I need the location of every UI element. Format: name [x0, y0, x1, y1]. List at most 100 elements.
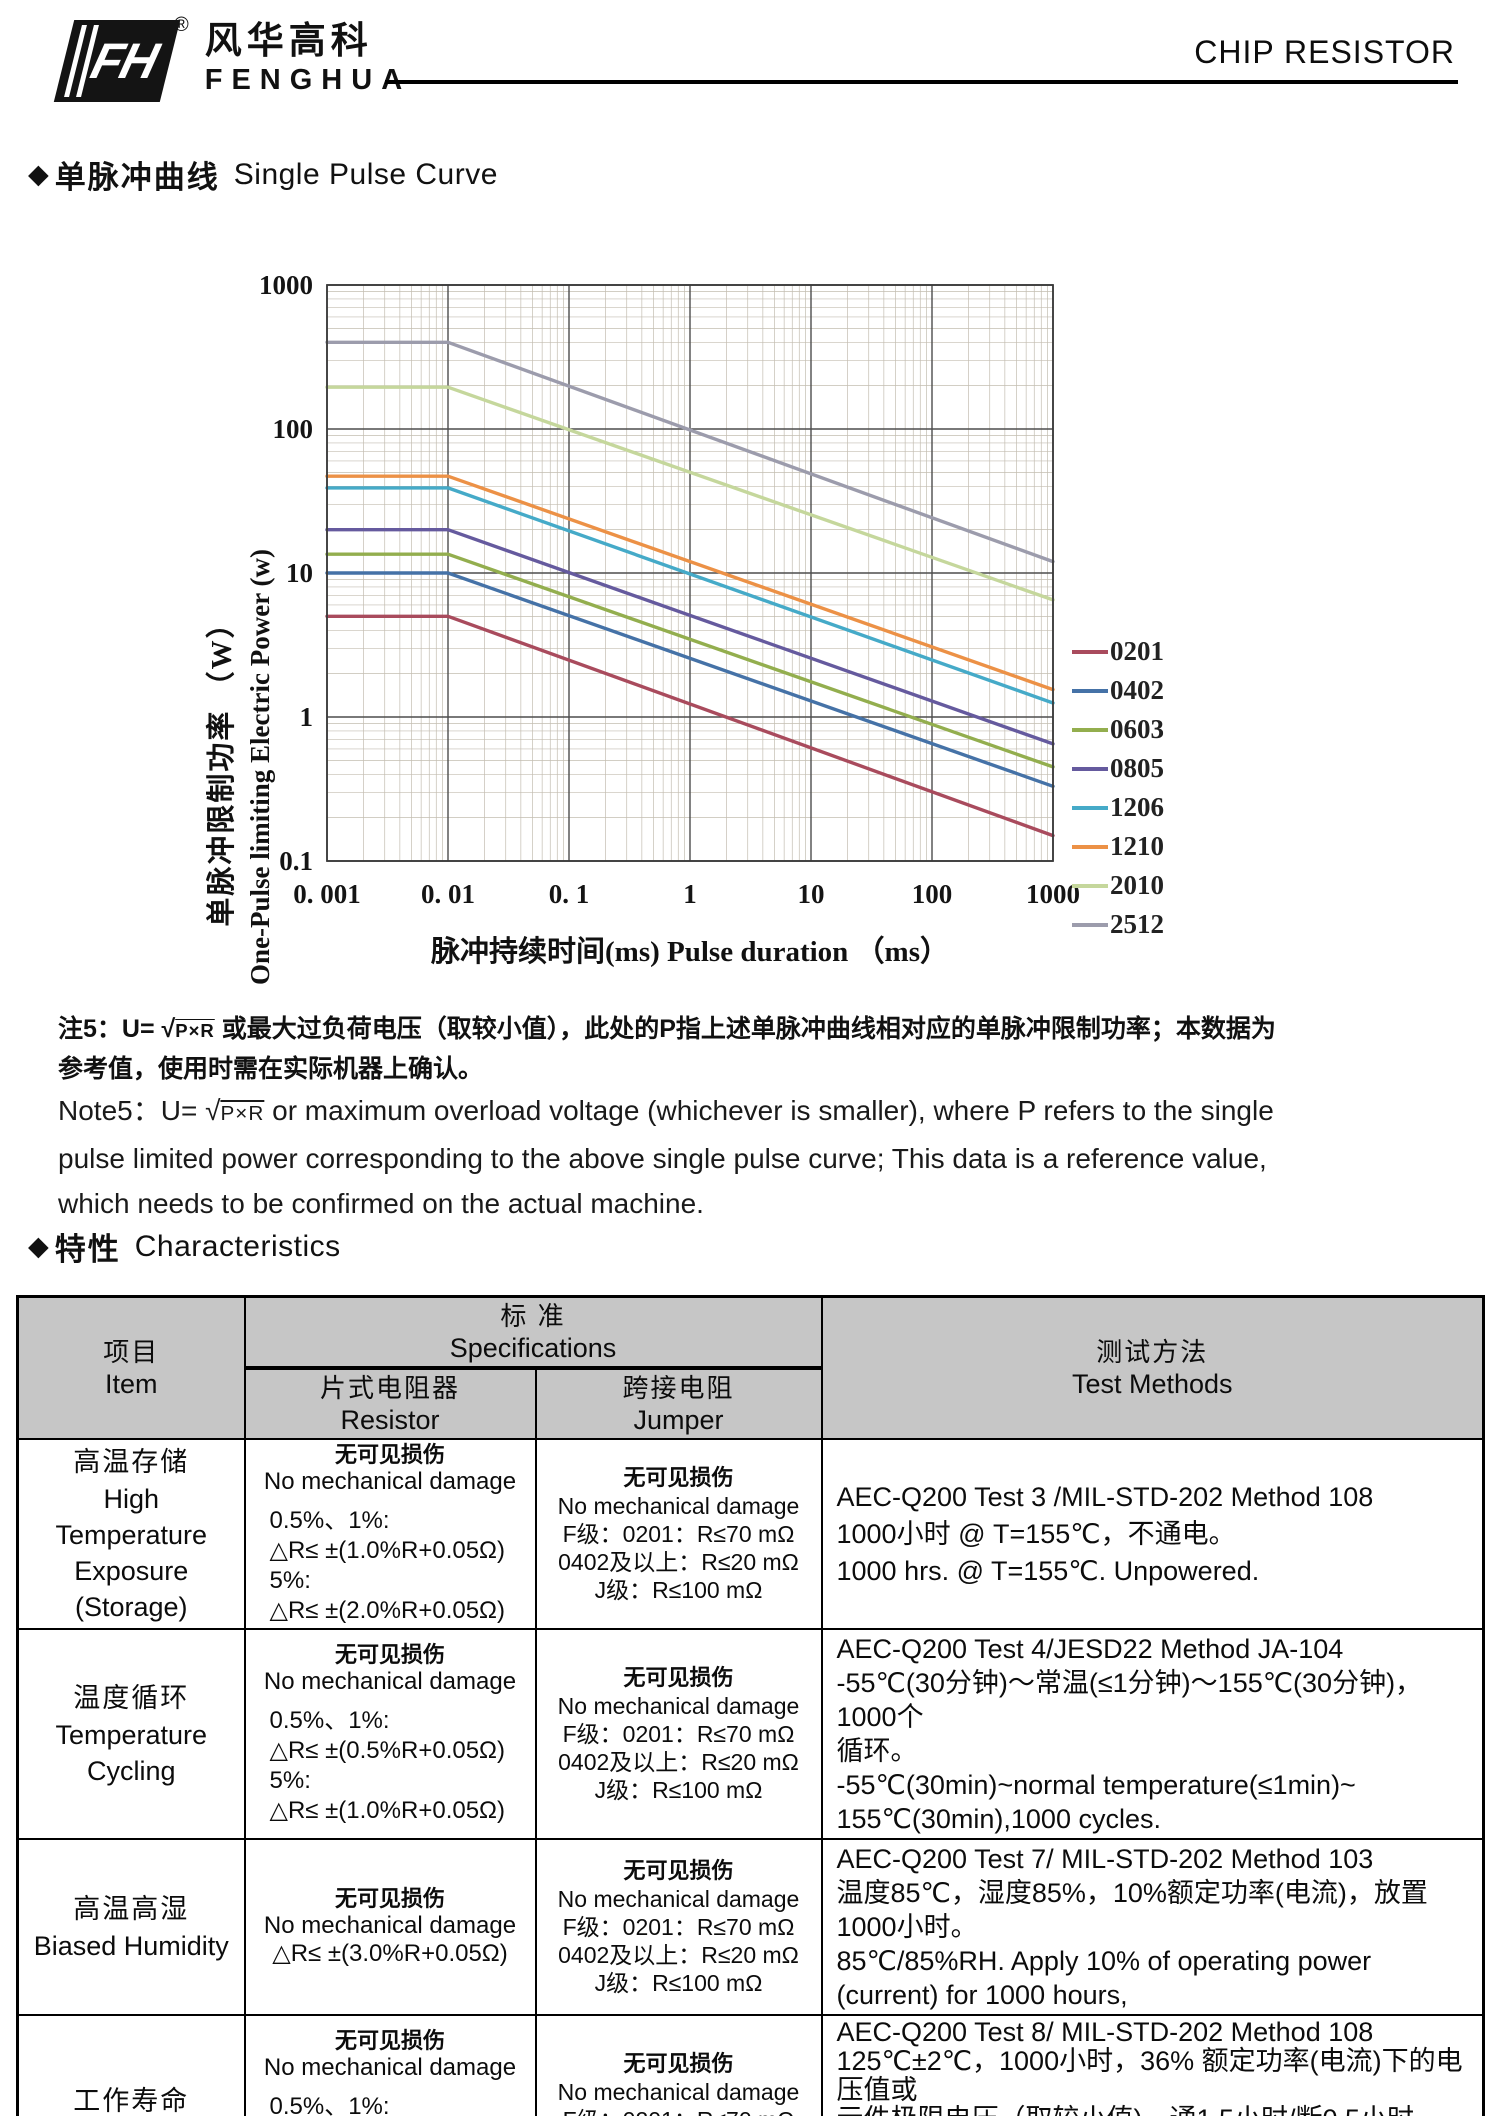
series-line-0402 [325, 571, 1055, 788]
y-axis-title-cn: 单脉冲限制功率 （W） [206, 607, 238, 927]
legend-swatch-icon [1072, 727, 1108, 732]
test-method-line: 循环。 [836, 1736, 918, 1766]
jumper-spec-line: J级：R≤100 mΩ [594, 1970, 763, 1996]
legend-label: 1210 [1110, 831, 1164, 861]
test-methods-cell: AEC-Q200 Test 4/JESD22 Method JA-104 -55℃… [820, 1628, 1485, 1840]
series-line-0603 [325, 552, 1055, 769]
legend-label: 0603 [1110, 714, 1164, 744]
legend-swatch-icon [1072, 922, 1108, 927]
legend-item-2010: 2010 [1072, 866, 1164, 905]
spec-line: No mechanical damage [263, 1668, 517, 1695]
resistor-spec-head: 无可见损伤 No mechanical damage [252, 1642, 529, 1696]
y-tick-label: 1 [300, 702, 314, 732]
test-method-line: 125℃±2℃，1000小时，36% 额定功率(电流)下的电压值或 [836, 2046, 1463, 2105]
diamond-bullet-icon: ◆ [28, 159, 49, 189]
test-method-line: AEC-Q200 Test 7/ MIL-STD-202 Method 103 [836, 1844, 1374, 1874]
test-method-line: -55℃(30min)~normal temperature(≤1min)~ [836, 1770, 1356, 1800]
fenghua-logo-mark-icon: FH [53, 20, 181, 102]
jumper-spec-line: F级：0201：R≤70 mΩ [543, 2106, 815, 2116]
section-heading-single-pulse-curve: ◆ 单脉冲曲线 Single Pulse Curve [28, 152, 498, 197]
note5-en-line3: which needs to be confirmed on the actua… [58, 1188, 704, 1219]
spec-line: △R≤ ±(3.0%R+0.05Ω) [272, 1940, 508, 1967]
test-method-line: 85℃/85%RH. Apply 10% of operating power [836, 1946, 1372, 1976]
test-method-line: 1000 hrs. @ T=155℃. Unpowered. [836, 1555, 1260, 1586]
note5-cn-prefix: 注5：U= [58, 1015, 162, 1043]
spec-line: △R≤ ±(1.0%R+0.05Ω) [269, 1537, 506, 1564]
section1-title-cn: 单脉冲曲线 [54, 160, 220, 195]
y-axis-title-en: One-Pulse limiting Electric Power (w) [245, 549, 275, 985]
test-method-line: 温度85℃，湿度85%，10%额定功率(电流)，放置1000小时。 [836, 1878, 1428, 1942]
legend-label: 2512 [1110, 909, 1164, 939]
x-tick-label: 100 [912, 879, 953, 909]
doc-title: CHIP RESISTOR [1194, 34, 1455, 70]
series-line-0805 [325, 528, 1055, 746]
legend-item-1210: 1210 [1072, 827, 1164, 866]
note5-block: 注5：U= √P×R 或最大过负荷电压（取较小值），此处的P指上述单脉冲曲线相对… [58, 1010, 1453, 1226]
item-name-cn: 工作寿命 [73, 2086, 190, 2116]
item-cell: 温度循环 Temperature Cycling [16, 1628, 246, 1840]
legend-item-2512: 2512 [1072, 905, 1164, 944]
spec-line: △R≤ ±(1.0%R+0.05Ω) [269, 1797, 506, 1824]
resistor-header-en: Resistor [340, 1405, 440, 1435]
spec-line: 5%: [269, 1567, 311, 1594]
item-cell: 工作寿命Operational Life [16, 2014, 246, 2116]
spec-line: △R≤ ±(2.0%R+0.05Ω) [269, 1597, 506, 1624]
note5-en-line1: Note5：U= √P×R or maximum overload voltag… [58, 1088, 1453, 1136]
spec-line: No mechanical damage [263, 1468, 517, 1495]
jumper-spec-line: No mechanical damage [557, 2078, 800, 2105]
jumper-spec-line: No mechanical damage [557, 1493, 800, 1519]
legend-item-0402: 0402 [1072, 671, 1164, 710]
spec-line: 5%: [269, 1767, 311, 1794]
legend-label: 2010 [1110, 870, 1164, 900]
note5-en-prefix: Note5：U= [58, 1095, 206, 1126]
legend-label: 0402 [1110, 675, 1164, 705]
col-header-specifications: 标 准 Specifications [243, 1295, 823, 1370]
plot-frame [326, 284, 1054, 862]
pulse-curve-plot: 1000 100 10 1 0.10. 001 0. 01 0. 1 1 10 100 1000 [259, 270, 1080, 909]
resistor-spec-cell: 无可见损伤 No mechanical damage △R≤ ±(3.0%R+0.0… [243, 1838, 537, 2016]
spec-line: No mechanical damage [263, 1912, 517, 1939]
legend-label: 1206 [1110, 792, 1164, 822]
test-method-line: 1000小时 @ T=155℃，不通电。 [836, 1518, 1236, 1549]
test-method-line: AEC-Q200 Test 8/ MIL-STD-202 Method 108 [836, 2017, 1374, 2047]
note5-cn-suffix: 或最大过负荷电压（取较小值），此处的P指上述单脉冲曲线相对应的单脉冲限制功率；本… [214, 1015, 1276, 1043]
spec-header-en: Specifications [449, 1333, 617, 1363]
chart-legend: 0201 0402 0603 0805 1206 1210 2010 2512 [1072, 632, 1164, 944]
y-axis-title: 单脉冲限制功率 （W） One-Pulse limiting Electric … [202, 447, 282, 1087]
item-header-cn: 项目 [103, 1337, 160, 1367]
legend-item-0201: 0201 [1072, 632, 1164, 671]
spec-header-cn: 标 准 [500, 1301, 566, 1331]
y-tick-label: 1000 [259, 270, 313, 300]
jumper-spec-line: F级：0201：R≤70 mΩ [562, 1521, 795, 1547]
legend-item-0603: 0603 [1072, 710, 1164, 749]
series-line-1210 [325, 474, 1055, 692]
spec-line: 无可见损伤 [334, 1642, 445, 1667]
series-line-0201 [325, 614, 1055, 838]
section-heading-characteristics: ◆ 特性 Characteristics [28, 1224, 341, 1269]
jumper-spec-line: 无可见损伤 [623, 1465, 734, 1490]
resistor-spec-cell: 无可见损伤 No mechanical damage 0.5%、1%: △R≤ ±(0… [243, 1628, 537, 1840]
item-cell: 高温高湿 Biased Humidity [16, 1838, 246, 2016]
diamond-bullet-icon: ◆ [28, 1231, 49, 1261]
item-name-cn: 高温高湿 [73, 1893, 190, 1924]
spec-line: 无可见损伤 [334, 2027, 445, 2053]
legend-swatch-icon [1072, 883, 1108, 888]
jumper-spec-line: F级：0201：R≤70 mΩ [562, 1721, 795, 1747]
item-name-cn: 温度循环 [73, 1682, 190, 1713]
jumper-spec-line: 无可见损伤 [623, 1665, 734, 1690]
legend-item-1206: 1206 [1072, 788, 1164, 827]
sqrt-formula: √P×R [205, 1095, 265, 1126]
spec-line: △R≤ ±(0.5%R+0.05Ω) [269, 1737, 506, 1764]
test-method-line: AEC-Q200 Test 4/JESD22 Method JA-104 [836, 1634, 1344, 1664]
jumper-spec-line: 0402及以上：R≤20 mΩ [558, 1749, 799, 1775]
note5-en-suffix: or maximum overload voltage (whichever i… [264, 1095, 1274, 1126]
page-header: FH ® 风华高科 FENGHUA CHIP RESISTOR [0, 0, 1491, 110]
item-cell: 高温存储 High Temperature Exposure (Storage) [16, 1438, 246, 1630]
spec-line: 0.5%、1%: [269, 1707, 390, 1734]
test-method-line: -55℃(30分钟)～常温(≤1分钟)～155℃(30分钟)，1000个 [836, 1668, 1423, 1732]
spec-line: 无可见损伤 [334, 1886, 445, 1911]
note5-cn-line2: 参考值，使用时需在实际机器上确认。 [58, 1055, 484, 1083]
